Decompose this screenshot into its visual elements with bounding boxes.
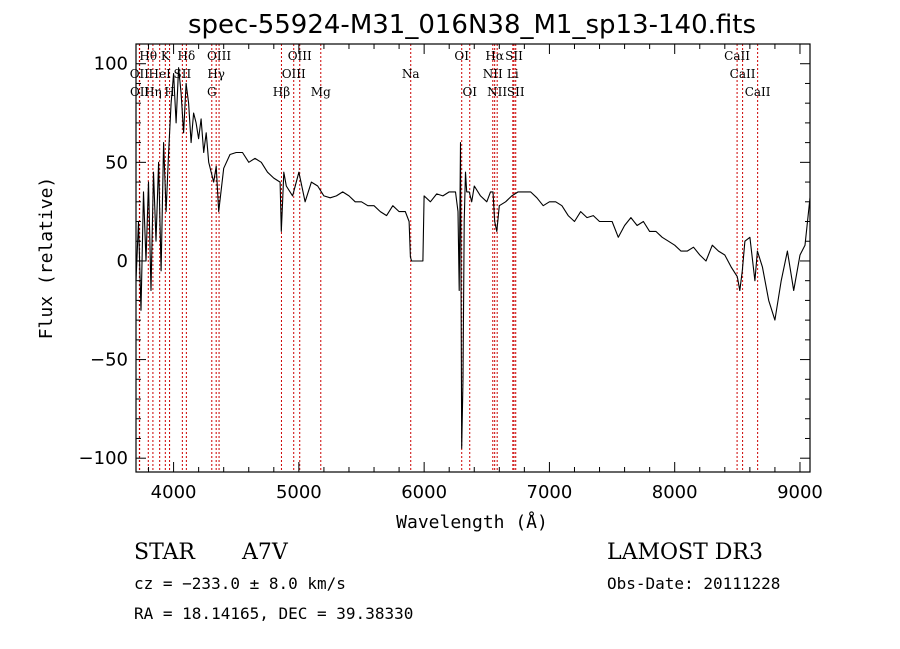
obs-date: Obs-Date: 20111228 xyxy=(607,574,780,593)
spectral-line-label: CaII xyxy=(745,85,771,99)
x-tick-label: 4000 xyxy=(151,482,197,503)
spectral-line-label: Na xyxy=(402,67,420,81)
survey-name: LAMOST DR3 xyxy=(607,540,763,565)
spectral-line-label: NII xyxy=(483,67,503,81)
x-tick-label: 9000 xyxy=(777,482,823,503)
series-group xyxy=(135,67,811,449)
spectral-line-label: OI xyxy=(454,49,469,63)
spectral-line-label: OIII xyxy=(282,67,306,81)
spectral-line-label: CaII xyxy=(730,67,756,81)
ra-dec: RA = 18.14165, DEC = 39.38330 xyxy=(134,604,413,623)
object-subclass: A7V xyxy=(241,540,289,565)
y-axis-ticks: −100 −50 0 50 100 xyxy=(79,54,810,469)
y-axis-label: Flux (relative) xyxy=(36,177,57,340)
spectral-line-label: Hβ xyxy=(273,85,290,99)
x-tick-label: 6000 xyxy=(401,482,447,503)
y-tick-label: 50 xyxy=(105,152,128,173)
y-tick-label: −100 xyxy=(79,448,128,469)
x-tick-label: 8000 xyxy=(652,482,698,503)
spectral-line-label: Mg xyxy=(311,85,331,99)
x-tick-label: 5000 xyxy=(276,482,322,503)
spectral-line-label: H xyxy=(164,85,174,99)
series-line xyxy=(135,67,811,449)
spectral-line-label: Hγ xyxy=(207,67,225,81)
spectral-line-label: SII xyxy=(507,85,525,99)
y-tick-label: 0 xyxy=(117,251,128,272)
y-tick-label: 100 xyxy=(94,54,128,75)
spectral-line-label: OI xyxy=(462,85,477,99)
spectral-line-label: OIII xyxy=(288,49,312,63)
spectral-line-label: SII xyxy=(505,49,523,63)
spectral-line-label: OII xyxy=(130,67,150,81)
x-tick-label: 7000 xyxy=(527,482,573,503)
spectral-line-markers xyxy=(138,44,759,472)
redshift-cz: cz = −233.0 ± 8.0 km/s xyxy=(134,574,346,593)
spectral-line-label: G xyxy=(207,85,217,99)
spectral-line-label: OIII xyxy=(207,49,231,63)
spectral-line-label: Hθ xyxy=(139,49,157,63)
spectral-line-label: OII xyxy=(130,85,150,99)
spectral-line-label: Hη xyxy=(144,85,162,99)
spectral-line-label: CaII xyxy=(724,49,750,63)
spectral-line-label: HeI xyxy=(149,67,172,81)
chart-title: spec-55924-M31_016N38_M1_sp13-140.fits xyxy=(188,10,756,40)
object-class: STAR xyxy=(134,540,196,565)
spectral-line-label: NII xyxy=(487,85,507,99)
x-axis-label: Wavelength (Å) xyxy=(396,511,548,533)
x-axis-ticks: 4000 5000 6000 7000 8000 9000 xyxy=(148,44,823,503)
spectral-line-label: SII xyxy=(174,67,192,81)
spectral-line-label: Hδ xyxy=(178,49,196,63)
spectral-line-label: Hα xyxy=(485,49,504,63)
y-tick-label: −50 xyxy=(90,350,128,371)
spectral-line-label: Li xyxy=(507,67,519,81)
spectral-line-label: K xyxy=(161,49,171,63)
plot-frame xyxy=(135,43,811,473)
